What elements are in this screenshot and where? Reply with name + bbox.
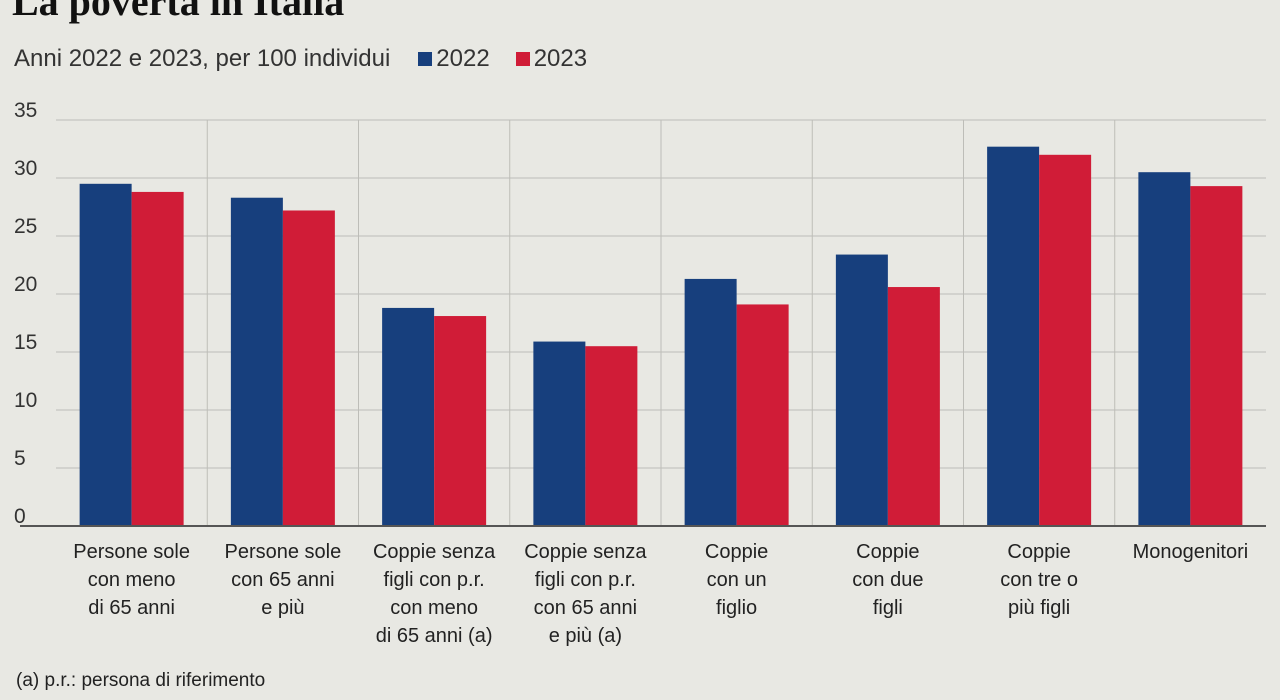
x-category-label-line: con meno bbox=[390, 597, 478, 619]
x-category-label-line: Monogenitori bbox=[1133, 541, 1249, 563]
legend-item-2022: 2022 bbox=[418, 45, 490, 73]
legend-label-2022: 2022 bbox=[436, 45, 490, 72]
y-tick-label: 35 bbox=[14, 99, 37, 122]
x-category-label-line: con due bbox=[852, 569, 923, 591]
x-category-label: Coppie con tre o più figli bbox=[1000, 541, 1078, 619]
subtitle-row: Anni 2022 e 2023, per 100 individui 2022… bbox=[14, 44, 587, 74]
bar-chart: 0 5 10 15 20 25 30 35 Persone sole con meno di 65 … bbox=[14, 99, 1266, 647]
y-tick-label: 25 bbox=[14, 215, 37, 238]
bar-2022 bbox=[684, 278, 737, 526]
legend-item-2023: 2023 bbox=[515, 45, 588, 73]
bar-2023 bbox=[585, 346, 638, 526]
bar-2022 bbox=[230, 197, 283, 526]
x-category-label-line: figli con p.r. bbox=[535, 569, 636, 591]
x-category-label: Coppie con un figlio bbox=[705, 541, 768, 619]
bar-2023 bbox=[434, 316, 487, 526]
bar-2023 bbox=[282, 210, 335, 527]
labels-layer: 0 5 10 15 20 25 30 35 Persone sole con meno di 65 … bbox=[14, 99, 1248, 647]
y-tick-label: 0 bbox=[14, 505, 26, 528]
x-category-label-line: di 65 anni bbox=[88, 597, 175, 619]
x-category-label: Monogenitori bbox=[1133, 541, 1249, 563]
x-category-label-line: con un bbox=[707, 569, 767, 591]
x-category-label-line: Persone sole bbox=[225, 541, 342, 563]
y-tick-label: 5 bbox=[14, 447, 26, 470]
bars-layer bbox=[79, 146, 1243, 527]
x-category-label-line: figlio bbox=[716, 597, 757, 619]
x-category-label-line: con tre o bbox=[1000, 569, 1078, 591]
legend-swatch-2023 bbox=[515, 52, 530, 66]
x-category-label-line: Coppie bbox=[705, 541, 768, 563]
bar-2022 bbox=[1138, 172, 1191, 526]
x-category-label-line: e più (a) bbox=[549, 625, 622, 647]
x-category-label-line: di 65 anni (a) bbox=[376, 625, 493, 647]
legend-swatch-2022 bbox=[418, 52, 433, 66]
y-tick-label: 15 bbox=[14, 331, 37, 354]
x-category-label-line: Coppie senza bbox=[524, 541, 647, 563]
x-category-label: Coppie senza figli con p.r. con meno di 65 … bbox=[373, 541, 496, 647]
y-tick-label: 10 bbox=[14, 389, 37, 412]
bar-2022 bbox=[79, 183, 132, 527]
y-tick-label: 30 bbox=[14, 157, 37, 180]
x-category-label-line: con 65 anni bbox=[534, 597, 637, 619]
x-category-label-line: Coppie senza bbox=[373, 541, 496, 563]
x-category-label-line: figli con p.r. bbox=[384, 569, 485, 591]
x-category-label: Persone sole con 65 anni e più bbox=[225, 541, 342, 619]
y-tick-label: 20 bbox=[14, 273, 37, 296]
x-category-label-line: Persone sole bbox=[73, 541, 190, 563]
bar-2023 bbox=[1039, 154, 1092, 527]
x-category-label-line: Coppie bbox=[856, 541, 919, 563]
x-category-label: Coppie con due figli bbox=[852, 541, 923, 619]
bar-2023 bbox=[1190, 186, 1243, 526]
bar-2022 bbox=[987, 146, 1040, 526]
bar-2022 bbox=[533, 341, 586, 526]
x-category-label-line: figli bbox=[873, 597, 903, 619]
x-category-label: Coppie senza figli con p.r. con 65 anni e p… bbox=[524, 541, 647, 647]
bar-2023 bbox=[131, 191, 184, 527]
x-category-label-line: Coppie bbox=[1007, 541, 1070, 563]
legend-label-2023: 2023 bbox=[533, 45, 588, 72]
x-category-label-line: più figli bbox=[1008, 597, 1070, 619]
footnote: (a) p.r.: persona di riferimento bbox=[16, 670, 266, 691]
x-category-label-line: con meno bbox=[88, 569, 176, 591]
bar-2023 bbox=[887, 287, 940, 526]
chart-title: La povertà in Italia bbox=[12, 0, 345, 24]
chart-subtitle: Anni 2022 e 2023, per 100 individui bbox=[14, 45, 391, 72]
x-category-label-line: con 65 anni bbox=[231, 569, 334, 591]
x-category-label-line: e più bbox=[261, 597, 304, 619]
x-category-label: Persone sole con meno di 65 anni bbox=[73, 541, 190, 619]
bar-2023 bbox=[736, 304, 789, 526]
bar-2022 bbox=[382, 307, 435, 526]
bar-2022 bbox=[835, 254, 888, 526]
